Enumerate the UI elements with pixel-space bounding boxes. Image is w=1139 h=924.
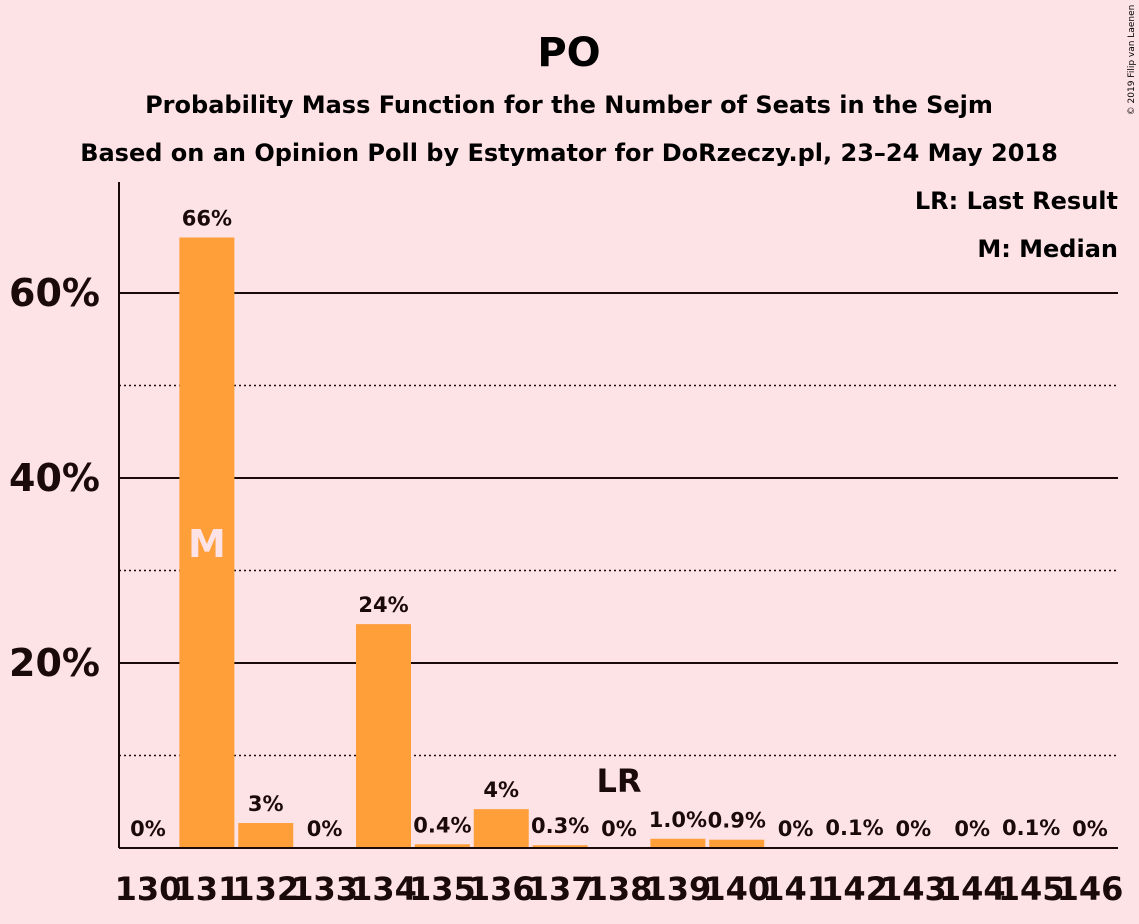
x-tick-label: 144	[939, 870, 1006, 908]
data-label: 0.4%	[413, 813, 471, 837]
data-label: 3%	[248, 792, 284, 816]
x-tick-label: 136	[468, 870, 535, 908]
chart-subtitle: Probability Mass Function for the Number…	[145, 91, 993, 119]
data-label: 0%	[954, 817, 990, 841]
chart-title: PO	[537, 30, 600, 76]
data-label: 0%	[130, 817, 166, 841]
x-tick-label: 134	[350, 870, 417, 908]
legend-last-result: LR: Last Result	[915, 187, 1118, 215]
gridlines	[119, 292, 1118, 757]
x-tick-label: 132	[232, 870, 299, 908]
y-axis-ticks: 20% 40% 60%	[9, 271, 100, 685]
bar	[532, 845, 588, 848]
chart-subtitle-source: Based on an Opinion Poll by Estymator fo…	[80, 139, 1058, 167]
data-label: 0%	[1072, 817, 1108, 841]
x-tick-label: 143	[880, 870, 947, 908]
x-tick-label: 135	[409, 870, 476, 908]
x-tick-label: 137	[527, 870, 594, 908]
bar	[356, 624, 411, 848]
bar	[414, 844, 470, 848]
x-axis-ticks: 1301311321331341351361371381391401411421…	[115, 870, 1124, 908]
copyright-notice: © 2019 Filip van Laenen	[1127, 5, 1137, 116]
data-label: 0%	[307, 817, 343, 841]
x-tick-label: 138	[586, 870, 653, 908]
y-tick-label: 20%	[9, 641, 100, 685]
data-label: 0.3%	[531, 814, 589, 838]
bar	[650, 838, 706, 848]
data-label: 0.9%	[708, 809, 766, 833]
data-label: 1.0%	[649, 808, 707, 832]
axes	[118, 182, 1118, 849]
x-tick-label: 145	[998, 870, 1065, 908]
last-result-marker: LR	[596, 762, 641, 800]
data-label: 66%	[182, 207, 232, 231]
data-label: 0%	[778, 817, 814, 841]
data-labels: 0% 66% M 3% 0% 24% 0.4% 4% 0.3% 0% LR 1.0% 0.9% 0% 0.1…	[130, 207, 1108, 842]
legend-median: M: Median	[977, 235, 1118, 263]
median-marker: M	[188, 522, 226, 566]
bar	[709, 839, 765, 848]
bar	[179, 237, 235, 848]
data-label: 24%	[358, 593, 408, 617]
bar	[238, 823, 294, 848]
data-label: 4%	[483, 778, 519, 802]
data-label: 0.1%	[1002, 816, 1060, 840]
y-tick-label: 60%	[9, 271, 100, 315]
x-tick-label: 139	[644, 870, 711, 908]
bars	[179, 237, 1059, 848]
data-label: 0%	[601, 817, 637, 841]
x-tick-label: 141	[762, 870, 829, 908]
x-tick-label: 130	[115, 870, 182, 908]
data-label: 0.1%	[825, 816, 883, 840]
x-tick-label: 140	[703, 870, 770, 908]
data-label: 0%	[896, 817, 932, 841]
bar	[473, 809, 529, 848]
x-tick-label: 133	[291, 870, 358, 908]
x-tick-label: 142	[821, 870, 888, 908]
y-tick-label: 40%	[9, 456, 100, 500]
x-tick-label: 131	[173, 870, 240, 908]
x-tick-label: 146	[1057, 870, 1124, 908]
